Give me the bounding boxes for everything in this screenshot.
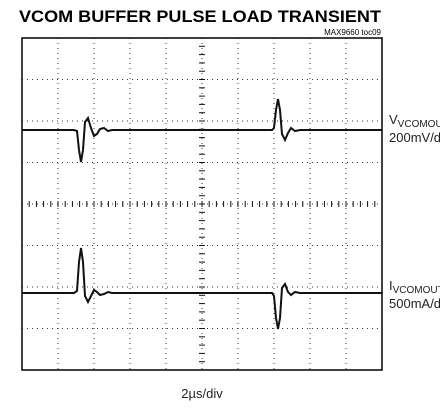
current-label: IVCOMOUT <box>389 278 440 296</box>
voltage-subscript: VCOMOUT <box>398 119 440 130</box>
graticule <box>21 37 383 371</box>
voltage-label: VVCOMOUT <box>389 112 440 130</box>
current-trace <box>22 247 382 330</box>
voltage-trace <box>22 98 382 163</box>
current-subscript: VCOMOUT <box>393 285 440 296</box>
voltage-symbol: V <box>389 112 398 127</box>
figure-note: MAX9660 toc09 <box>324 28 381 37</box>
current-scale: 500mA/div <box>389 296 440 311</box>
voltage-scale: 200mV/div <box>389 130 440 145</box>
current-symbol: I <box>389 278 393 293</box>
time-scale: 2µs/div <box>181 386 223 401</box>
title: VCOM BUFFER PULSE LOAD TRANSIENT <box>19 7 382 26</box>
scope-frame <box>21 37 383 371</box>
